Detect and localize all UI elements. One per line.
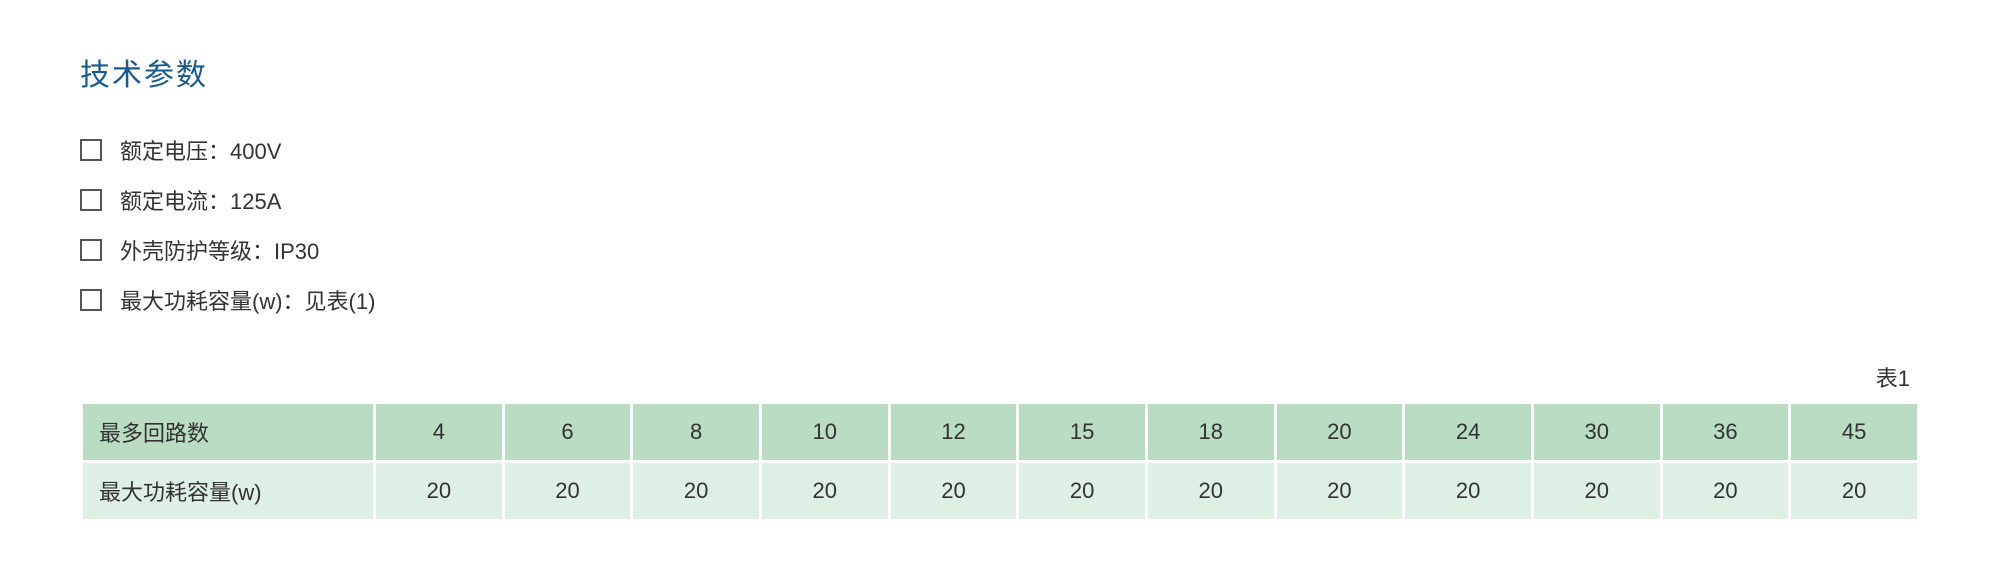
spec-text: 额定电压：400V [120, 134, 281, 166]
table-cell: 15 [1019, 404, 1145, 460]
row-header: 最大功耗容量(w) [83, 463, 373, 519]
table-cell: 24 [1405, 404, 1531, 460]
table-cell: 20 [1791, 463, 1917, 519]
table-cell: 20 [1277, 463, 1403, 519]
table-cell: 6 [505, 404, 631, 460]
table-cell: 20 [1663, 463, 1789, 519]
table-cell: 20 [1019, 463, 1145, 519]
section-title: 技术参数 [80, 50, 1920, 94]
table-cell: 20 [762, 463, 888, 519]
spec-text: 外壳防护等级：IP30 [120, 234, 319, 266]
spec-list: 额定电压：400V 额定电流：125A 外壳防护等级：IP30 最大功耗容量(w… [80, 134, 1920, 316]
table-cell: 20 [376, 463, 502, 519]
table-row: 最大功耗容量(w) 20 20 20 20 20 20 20 20 20 20 … [83, 463, 1917, 519]
table-cell: 12 [891, 404, 1017, 460]
table-cell: 20 [891, 463, 1017, 519]
table-cell: 18 [1148, 404, 1274, 460]
table-label: 表1 [80, 361, 1920, 393]
table-cell: 20 [1148, 463, 1274, 519]
spec-item: 额定电压：400V [80, 134, 1920, 166]
table-cell: 45 [1791, 404, 1917, 460]
spec-item: 最大功耗容量(w)：见表(1) [80, 284, 1920, 316]
table-cell: 30 [1534, 404, 1660, 460]
table-cell: 20 [633, 463, 759, 519]
table-cell: 20 [1277, 404, 1403, 460]
table-cell: 8 [633, 404, 759, 460]
table-row: 最多回路数 4 6 8 10 12 15 18 20 24 30 36 45 [83, 404, 1917, 460]
row-header: 最多回路数 [83, 404, 373, 460]
checkbox-icon [80, 239, 102, 261]
checkbox-icon [80, 189, 102, 211]
spec-text: 额定电流：125A [120, 184, 281, 216]
spec-text: 最大功耗容量(w)：见表(1) [120, 284, 375, 316]
table-cell: 20 [1405, 463, 1531, 519]
table-cell: 20 [505, 463, 631, 519]
spec-item: 额定电流：125A [80, 184, 1920, 216]
table-cell: 10 [762, 404, 888, 460]
table-cell: 36 [1663, 404, 1789, 460]
spec-item: 外壳防护等级：IP30 [80, 234, 1920, 266]
checkbox-icon [80, 139, 102, 161]
checkbox-icon [80, 289, 102, 311]
table-cell: 4 [376, 404, 502, 460]
specs-table: 最多回路数 4 6 8 10 12 15 18 20 24 30 36 45 最… [80, 401, 1920, 522]
table-cell: 20 [1534, 463, 1660, 519]
